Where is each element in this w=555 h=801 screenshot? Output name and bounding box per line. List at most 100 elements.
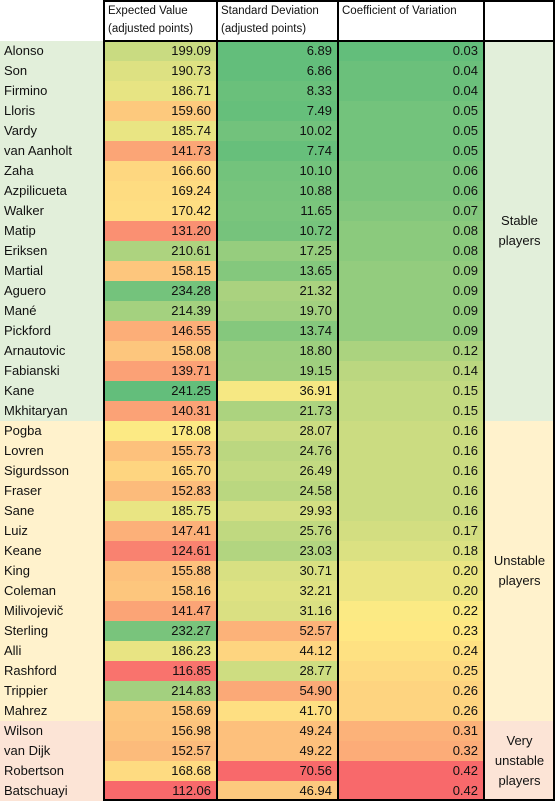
player-name: Mané (4, 303, 37, 318)
value-cell-sd: 21.73 (217, 401, 338, 421)
value-cell-cv: 0.16 (338, 501, 484, 521)
value-cell-cv: 0.26 (338, 681, 484, 701)
column-divider (483, 0, 485, 801)
player-name: Walker (4, 203, 44, 218)
player-name: Kane (4, 383, 35, 398)
value-cell-ev: 124.61 (104, 541, 217, 561)
value-cell-cv: 0.05 (338, 121, 484, 141)
value-cell-ev: 214.39 (104, 301, 217, 321)
value-cell-sd: 26.49 (217, 461, 338, 481)
value-cell-cv: 0.12 (338, 341, 484, 361)
player-name: van Dijk (4, 743, 51, 758)
value-cell-sd: 10.72 (217, 221, 338, 241)
player-name: Alli (4, 643, 22, 658)
column-divider (337, 0, 339, 801)
value-cell-cv: 0.16 (338, 461, 484, 481)
value-cell-sd: 18.80 (217, 341, 338, 361)
value-cell-sd: 44.12 (217, 641, 338, 661)
group-label: Stable players (484, 41, 555, 421)
value-cell-cv: 0.24 (338, 641, 484, 661)
value-cell-cv: 0.20 (338, 581, 484, 601)
value-cell-cv: 0.09 (338, 321, 484, 341)
value-cell-sd: 24.76 (217, 441, 338, 461)
player-name: Son (4, 63, 28, 78)
column-header: Standard Deviation (adjusted points) (221, 5, 319, 35)
player-name: King (4, 563, 31, 578)
player-name: Vardy (4, 123, 37, 138)
player-name: Wilson (4, 723, 44, 738)
group-band (0, 41, 104, 421)
player-name: Azpilicueta (4, 183, 67, 198)
value-cell-cv: 0.04 (338, 81, 484, 101)
value-cell-ev: 131.20 (104, 221, 217, 241)
value-cell-ev: 146.55 (104, 321, 217, 341)
value-cell-sd: 31.16 (217, 601, 338, 621)
value-cell-cv: 0.09 (338, 281, 484, 301)
player-name: Lloris (4, 103, 36, 118)
value-cell-sd: 70.56 (217, 761, 338, 781)
value-cell-sd: 21.32 (217, 281, 338, 301)
value-cell-ev: 169.24 (104, 181, 217, 201)
column-divider (216, 0, 218, 801)
value-cell-ev: 185.74 (104, 121, 217, 141)
value-cell-ev: 141.47 (104, 601, 217, 621)
value-cell-ev: 155.88 (104, 561, 217, 581)
value-cell-sd: 8.33 (217, 81, 338, 101)
value-cell-cv: 0.04 (338, 61, 484, 81)
value-cell-cv: 0.26 (338, 701, 484, 721)
value-cell-ev: 170.42 (104, 201, 217, 221)
value-cell-ev: 156.98 (104, 721, 217, 741)
value-cell-cv: 0.42 (338, 761, 484, 781)
player-name: Coleman (4, 583, 57, 598)
value-cell-sd: 13.65 (217, 261, 338, 281)
group-label: Very unstable players (484, 721, 555, 801)
player-name: Mahrez (4, 703, 48, 718)
value-cell-sd: 28.77 (217, 661, 338, 681)
value-cell-ev: 159.60 (104, 101, 217, 121)
player-name: Batschuayi (4, 783, 68, 798)
value-cell-sd: 41.70 (217, 701, 338, 721)
player-name: Milivojevič (4, 603, 64, 618)
group-band (0, 421, 104, 721)
player-name: Pogba (4, 423, 42, 438)
value-cell-ev: 147.41 (104, 521, 217, 541)
player-name: Trippier (4, 683, 48, 698)
player-name: Lovren (4, 443, 44, 458)
player-name: Sterling (4, 623, 49, 638)
value-cell-sd: 52.57 (217, 621, 338, 641)
value-cell-sd: 46.94 (217, 781, 338, 801)
player-name: Rashford (4, 663, 57, 678)
value-cell-ev: 152.57 (104, 741, 217, 761)
value-cell-cv: 0.15 (338, 381, 484, 401)
value-cell-ev: 158.15 (104, 261, 217, 281)
value-cell-sd: 10.10 (217, 161, 338, 181)
value-cell-sd: 6.89 (217, 41, 338, 61)
player-name: Zaha (4, 163, 34, 178)
value-cell-sd: 6.86 (217, 61, 338, 81)
value-cell-sd: 28.07 (217, 421, 338, 441)
player-name: Keane (4, 543, 42, 558)
value-cell-cv: 0.20 (338, 561, 484, 581)
column-header: Coefficient of Variation (342, 5, 457, 17)
player-name: Martial (4, 263, 44, 278)
value-cell-sd: 23.03 (217, 541, 338, 561)
value-cell-cv: 0.07 (338, 201, 484, 221)
value-cell-ev: 165.70 (104, 461, 217, 481)
value-cell-sd: 17.25 (217, 241, 338, 261)
value-cell-cv: 0.08 (338, 241, 484, 261)
value-cell-sd: 49.22 (217, 741, 338, 761)
table-border (553, 0, 555, 801)
value-cell-sd: 19.15 (217, 361, 338, 381)
value-cell-sd: 49.24 (217, 721, 338, 741)
player-name: Firmino (4, 83, 48, 98)
value-cell-sd: 24.58 (217, 481, 338, 501)
value-cell-ev: 166.60 (104, 161, 217, 181)
value-cell-cv: 0.23 (338, 621, 484, 641)
header-divider (103, 40, 555, 42)
value-cell-cv: 0.25 (338, 661, 484, 681)
value-cell-cv: 0.15 (338, 401, 484, 421)
value-cell-sd: 10.88 (217, 181, 338, 201)
player-name: van Aanholt (4, 143, 72, 158)
value-cell-sd: 7.74 (217, 141, 338, 161)
player-name: Robertson (4, 763, 64, 778)
